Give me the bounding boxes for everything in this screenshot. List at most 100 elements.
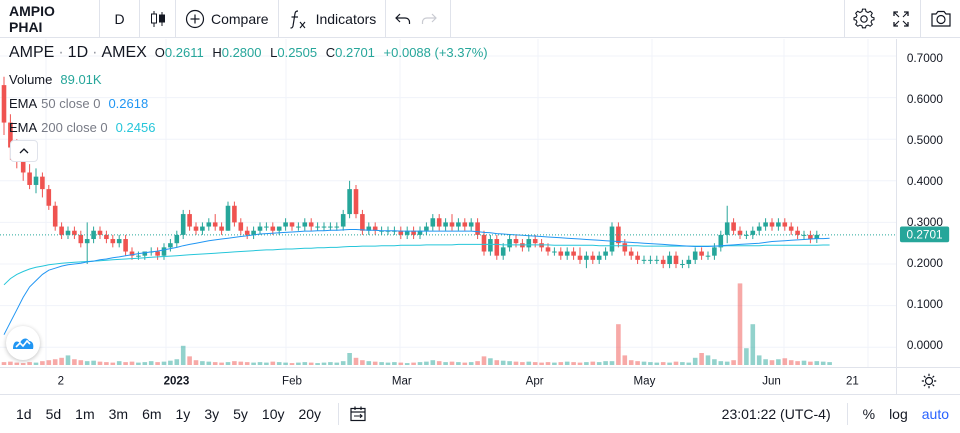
volume-bar bbox=[296, 362, 301, 365]
legend-collapse-button[interactable] bbox=[10, 140, 38, 162]
volume-bar bbox=[315, 363, 320, 365]
candle bbox=[372, 222, 378, 235]
range-3y-button[interactable]: 3y bbox=[204, 406, 220, 422]
volume-bar bbox=[334, 362, 340, 365]
timezone-clock-button[interactable]: 23:01:22 (UTC-4) bbox=[721, 406, 831, 422]
volume-bar bbox=[552, 362, 557, 365]
tradingview-logo[interactable] bbox=[6, 326, 40, 360]
candle bbox=[187, 209, 192, 231]
candle bbox=[411, 226, 416, 240]
range-6m-button[interactable]: 6m bbox=[142, 406, 162, 422]
interval-button[interactable]: D bbox=[100, 0, 140, 38]
volume-bar bbox=[788, 360, 794, 365]
price-chart[interactable] bbox=[0, 39, 896, 367]
candle bbox=[276, 226, 282, 235]
price-axis[interactable]: 0.7000 0.6000 0.5000 0.4000 0.3000 0.2000 0.10… bbox=[896, 39, 960, 367]
candle bbox=[200, 222, 205, 235]
candle bbox=[475, 218, 480, 240]
candle bbox=[1, 76, 7, 136]
auto-scale-toggle[interactable]: auto bbox=[921, 406, 949, 422]
tradingview-logo-icon bbox=[13, 338, 34, 349]
range-1m-button[interactable]: 1m bbox=[75, 406, 95, 422]
volume-bar bbox=[820, 361, 826, 365]
volume-bar bbox=[404, 363, 410, 365]
candle bbox=[430, 214, 436, 231]
volume-bar bbox=[513, 361, 519, 365]
range-20y-button[interactable]: 20y bbox=[298, 406, 322, 422]
candle bbox=[494, 234, 500, 260]
ohlc-values: O0.2611 H0.2800 L0.2505 C0.2701 +0.0088 … bbox=[155, 45, 488, 60]
candle bbox=[436, 214, 442, 231]
volume-bar bbox=[110, 362, 116, 365]
volume-bar bbox=[603, 361, 608, 365]
candle bbox=[296, 222, 301, 231]
volume-bar bbox=[104, 362, 109, 365]
time-tick-label: 2023 bbox=[164, 375, 190, 387]
candle bbox=[212, 214, 218, 231]
range-1d-button[interactable]: 1d bbox=[16, 406, 32, 422]
volume-bar bbox=[660, 362, 666, 365]
fullscreen-button[interactable] bbox=[882, 0, 920, 38]
redo-button[interactable] bbox=[416, 0, 452, 38]
volume-bar bbox=[129, 361, 135, 365]
price-tick-labels: 0.7000 0.6000 0.5000 0.4000 0.3000 0.2000 0.10… bbox=[907, 51, 944, 352]
symbol-search-button[interactable]: AMPIO PHAI bbox=[0, 0, 100, 38]
time-tick-label: Apr bbox=[526, 375, 544, 387]
volume-bar bbox=[251, 362, 256, 365]
high-label: H bbox=[212, 45, 222, 60]
volume-bar bbox=[635, 361, 640, 365]
time-axis[interactable]: 2 2023 Feb Mar Apr May Jun 21 bbox=[0, 367, 896, 394]
candle bbox=[564, 247, 570, 260]
undo-button[interactable] bbox=[386, 0, 416, 38]
range-1y-button[interactable]: 1y bbox=[175, 406, 191, 422]
volume-bar bbox=[590, 361, 596, 365]
candle bbox=[577, 247, 583, 264]
candle bbox=[756, 222, 762, 235]
volume-bar bbox=[52, 359, 58, 365]
volume-bar bbox=[308, 362, 314, 365]
settings-button[interactable] bbox=[844, 0, 882, 38]
volume-bar bbox=[801, 360, 807, 365]
time-tick-label: 21 bbox=[846, 375, 859, 387]
volume-bar bbox=[737, 283, 743, 365]
chevron-up-icon bbox=[19, 148, 29, 154]
volume-legend-row[interactable]: Volume 89.01K bbox=[9, 72, 102, 87]
candle bbox=[52, 201, 58, 231]
candle bbox=[398, 226, 404, 240]
goto-date-button[interactable] bbox=[349, 405, 367, 423]
range-5d-button[interactable]: 5d bbox=[45, 406, 62, 422]
legend-separator: · bbox=[58, 44, 64, 61]
percent-scale-toggle[interactable]: % bbox=[862, 406, 876, 422]
legend-ticker[interactable]: AMPE bbox=[9, 44, 55, 61]
candle bbox=[584, 251, 589, 269]
chart-type-button[interactable] bbox=[140, 0, 176, 38]
candle bbox=[603, 247, 608, 260]
axis-settings-button[interactable] bbox=[896, 367, 960, 394]
candle bbox=[129, 247, 135, 260]
ema200-legend-row[interactable]: EMA 200 close 0 0.2456 bbox=[9, 120, 155, 135]
candle bbox=[168, 239, 173, 252]
candle bbox=[635, 251, 640, 264]
range-3m-button[interactable]: 3m bbox=[108, 406, 129, 422]
volume-bar bbox=[718, 361, 724, 365]
candle bbox=[366, 222, 372, 235]
volume-bar bbox=[648, 362, 653, 365]
candle bbox=[328, 222, 333, 231]
time-tick-label: Jun bbox=[762, 375, 781, 387]
price-tick-label: 0.7000 bbox=[907, 51, 944, 65]
log-scale-toggle[interactable]: log bbox=[889, 406, 908, 422]
legend-exchange: AMEX bbox=[101, 44, 147, 61]
indicators-button[interactable]: Indicators bbox=[279, 0, 387, 38]
volume-bar bbox=[417, 362, 423, 365]
candle bbox=[84, 222, 90, 264]
ema50-legend-row[interactable]: EMA 50 close 0 0.2618 bbox=[9, 96, 148, 111]
snapshot-button[interactable] bbox=[920, 0, 960, 38]
range-10y-button[interactable]: 10y bbox=[261, 406, 285, 422]
volume-bar bbox=[596, 362, 602, 365]
volume-bar bbox=[270, 361, 276, 365]
compare-button[interactable]: Compare bbox=[176, 0, 279, 38]
volume-bar bbox=[168, 360, 173, 365]
range-5y-button[interactable]: 5y bbox=[233, 406, 248, 422]
volume-bar bbox=[680, 362, 685, 365]
low-value: 0.2505 bbox=[277, 45, 318, 60]
